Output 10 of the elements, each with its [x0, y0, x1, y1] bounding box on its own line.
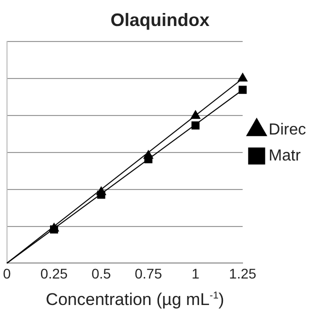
chart-title: Olaquindox [110, 10, 210, 30]
x-tick-label: 0 [2, 265, 11, 282]
legend-label: Direc [268, 121, 306, 138]
legend-label: Matr [268, 147, 302, 164]
x-tick-label: 0.25 [40, 265, 68, 282]
x-tick-label: 0.5 [91, 265, 112, 282]
x-tick-label: 1 [192, 265, 200, 282]
x-axis-title: Concentration (µg mL$^{-1}$) [44, 290, 226, 310]
x-tick-label: 0.75 [134, 265, 162, 282]
x-tick-label: 1.25 [229, 265, 256, 282]
